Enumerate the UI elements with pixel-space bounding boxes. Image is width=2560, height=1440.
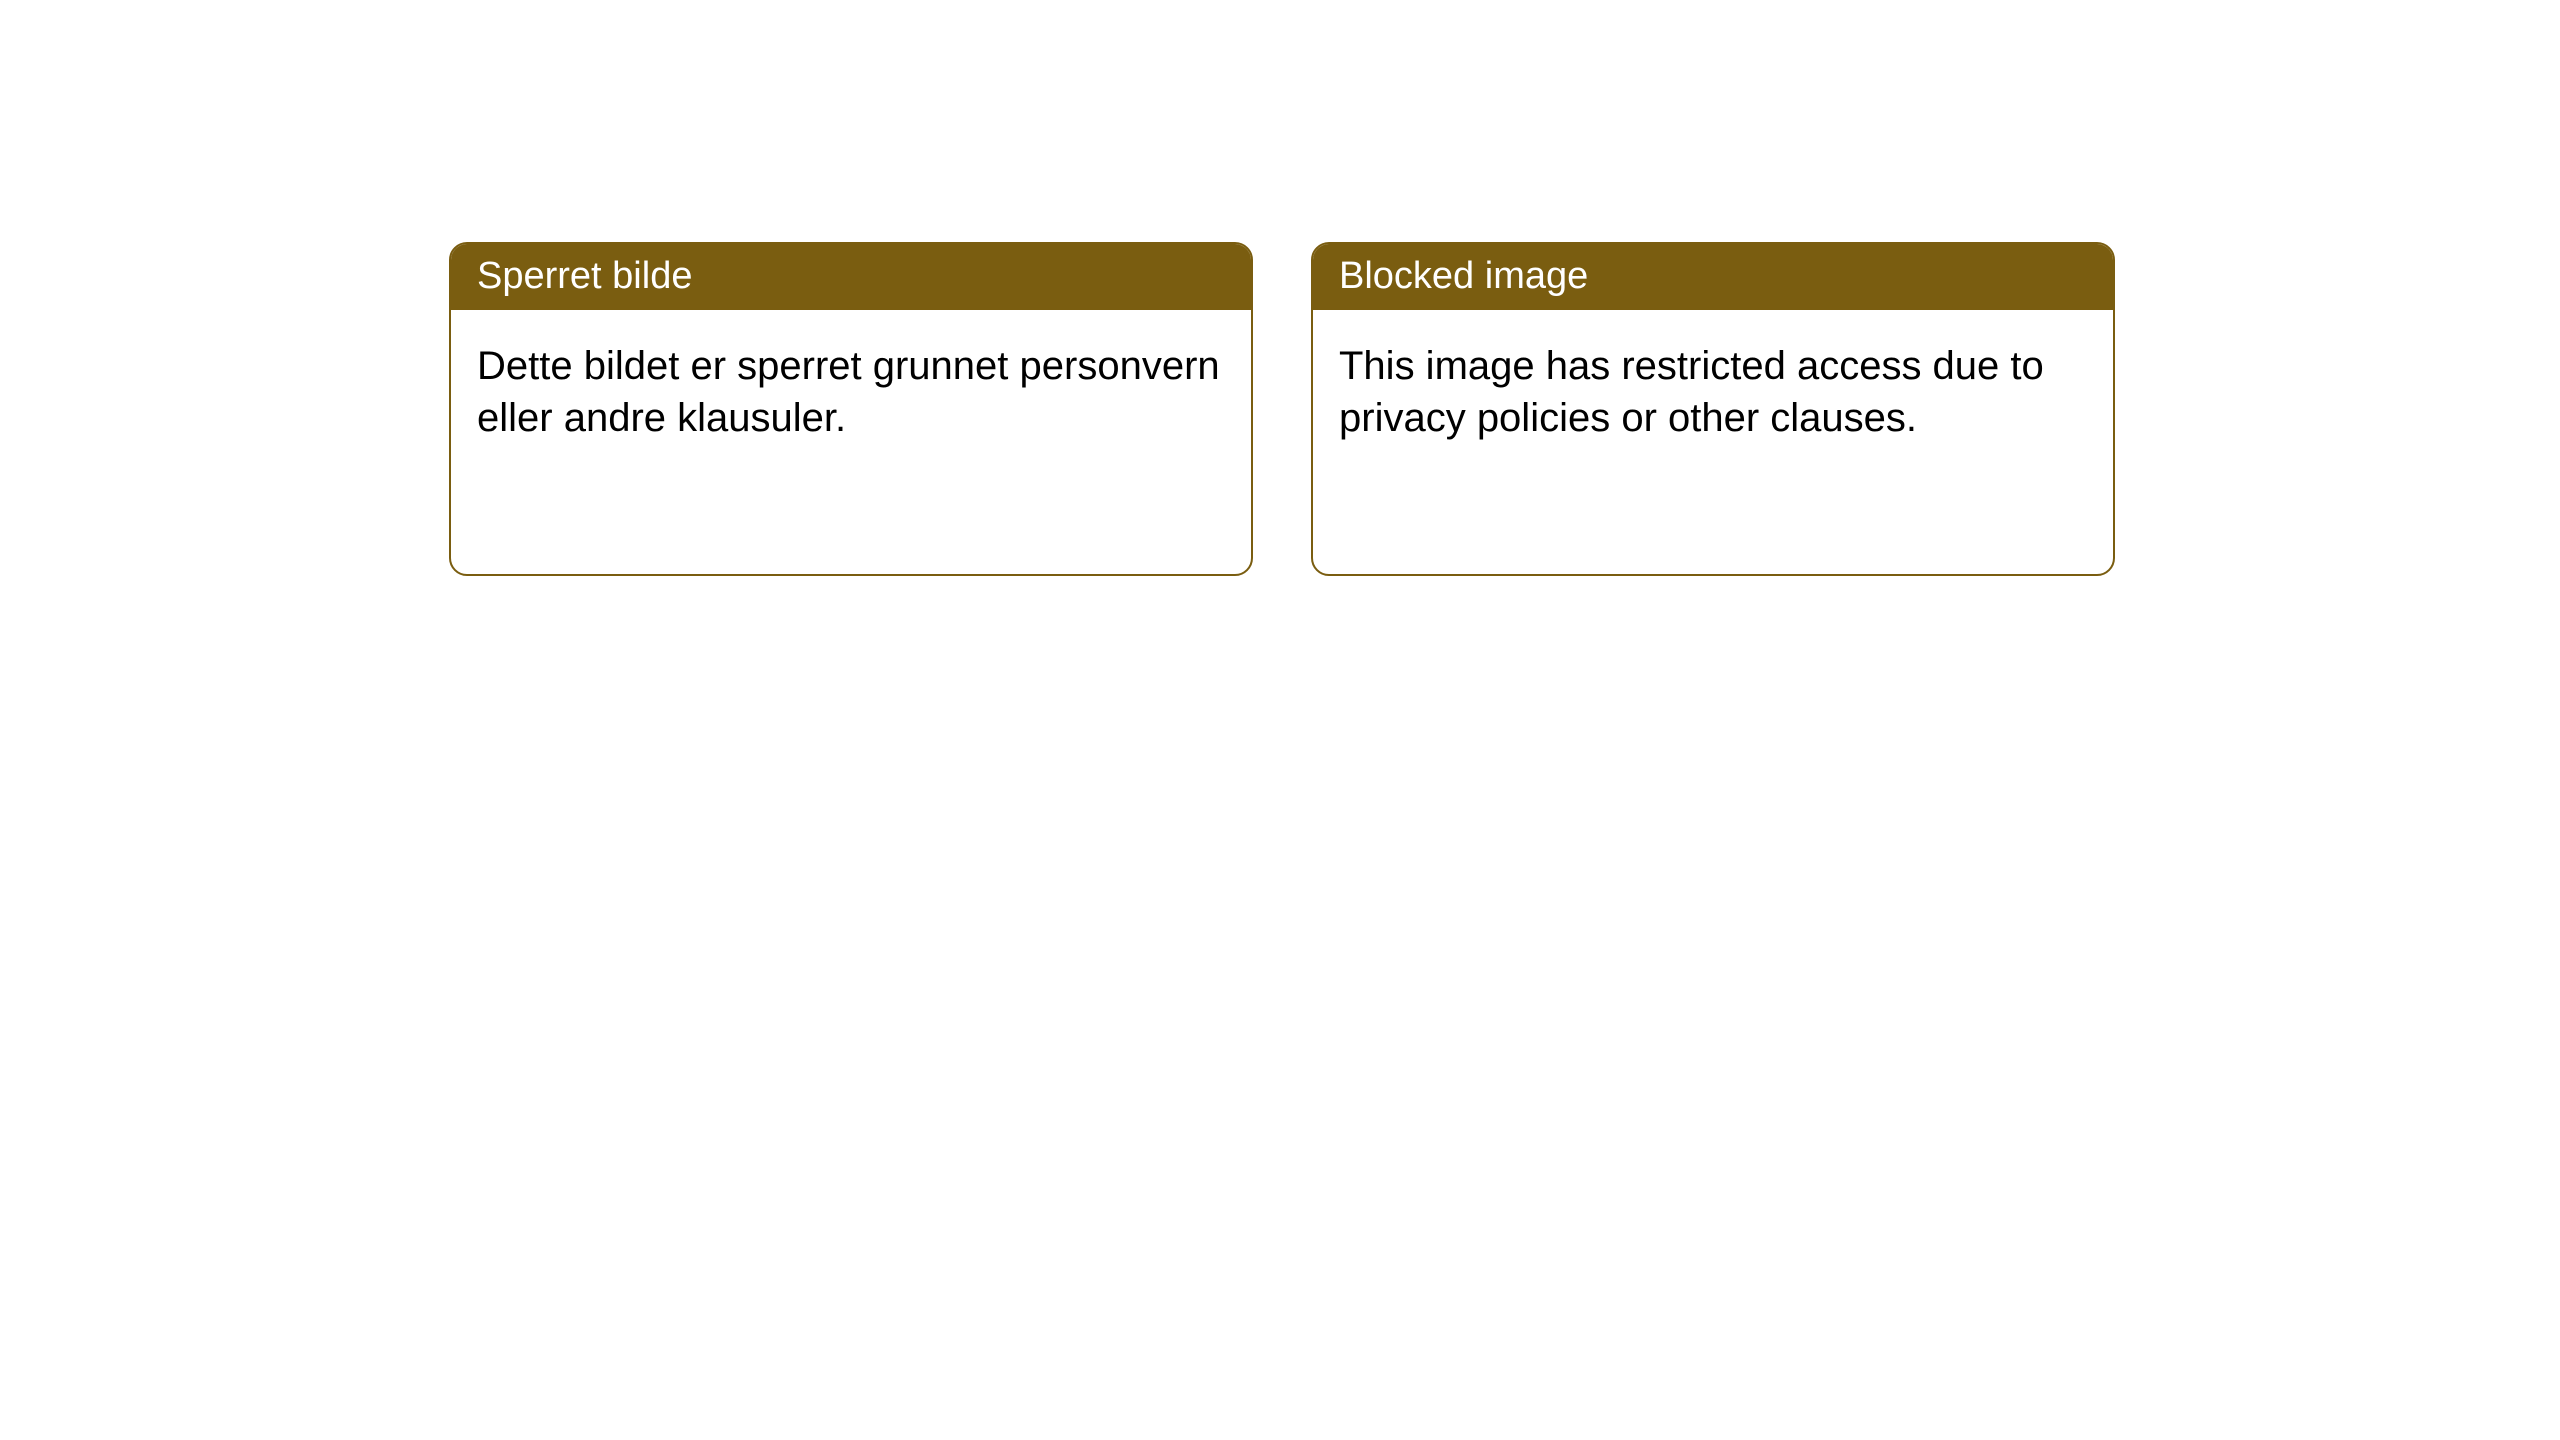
notice-card-title: Sperret bilde [451, 244, 1251, 310]
notice-card-body: Dette bildet er sperret grunnet personve… [451, 310, 1251, 574]
notice-card-english: Blocked image This image has restricted … [1311, 242, 2115, 576]
notice-card-title: Blocked image [1313, 244, 2113, 310]
notice-cards-container: Sperret bilde Dette bildet er sperret gr… [449, 242, 2115, 576]
notice-card-body: This image has restricted access due to … [1313, 310, 2113, 574]
notice-card-norwegian: Sperret bilde Dette bildet er sperret gr… [449, 242, 1253, 576]
